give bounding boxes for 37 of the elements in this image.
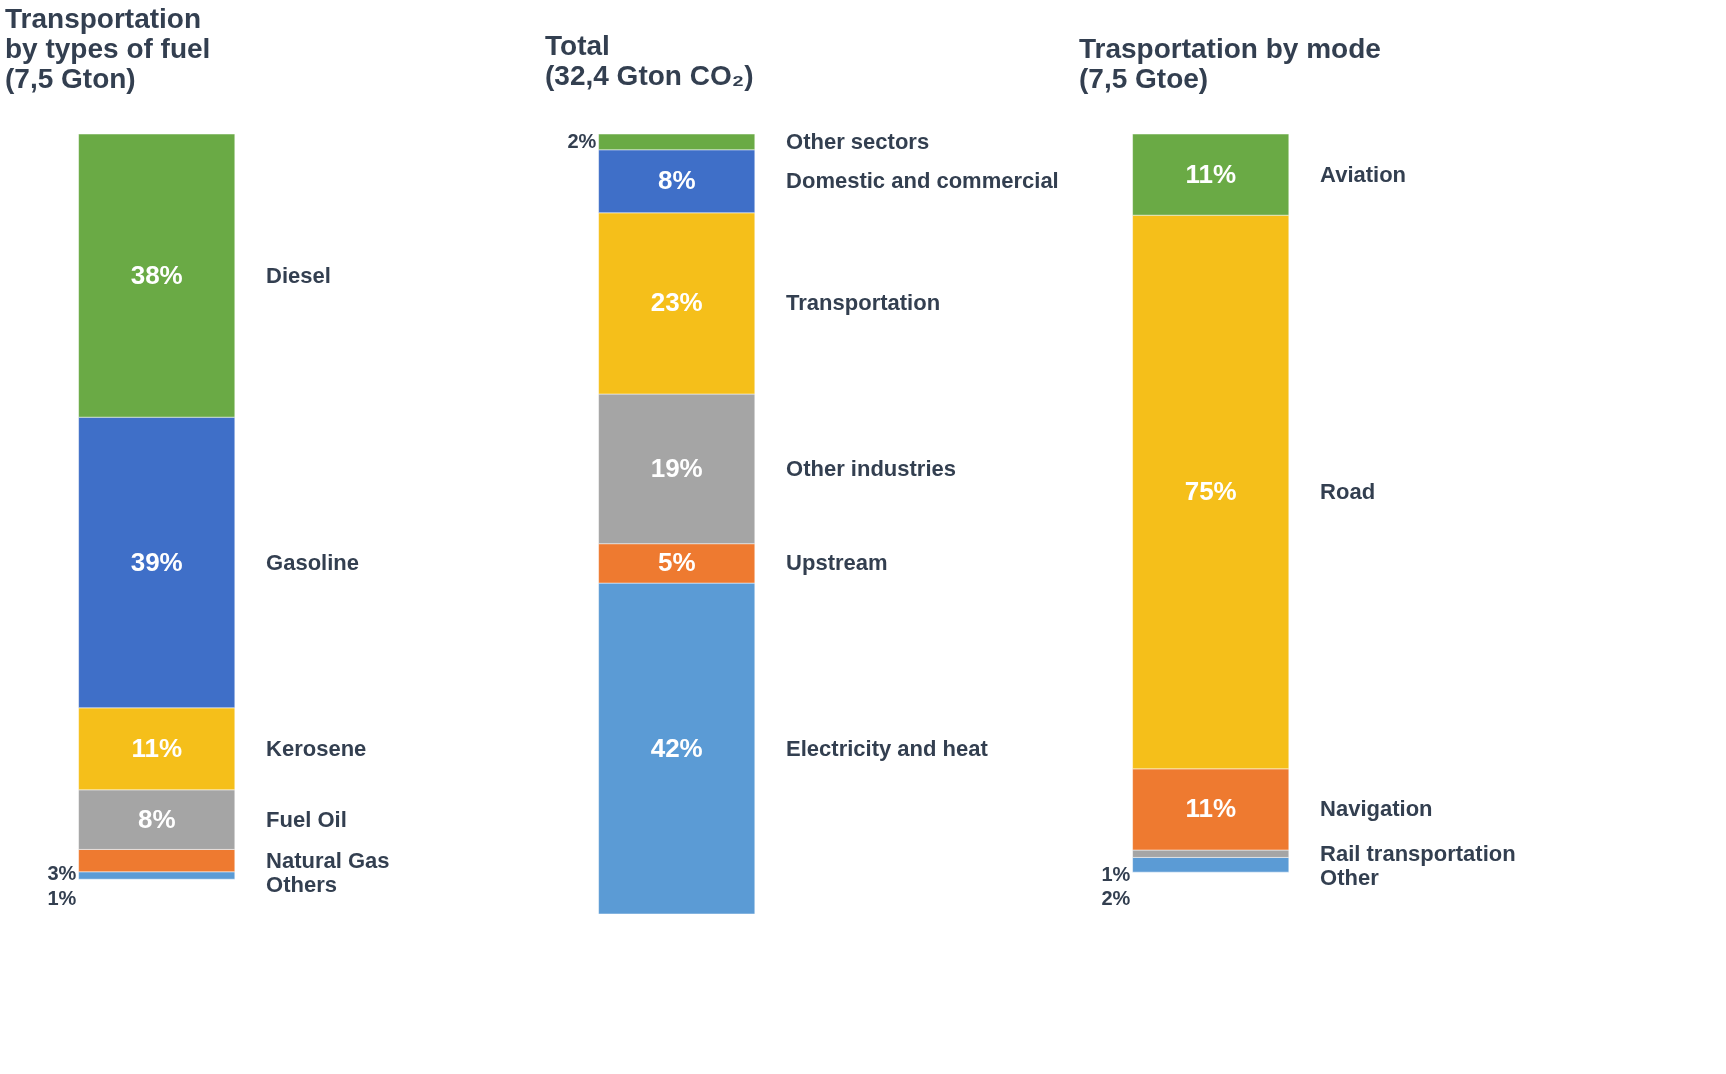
data-label: 11% <box>131 732 182 763</box>
series-label: Other industries <box>786 455 956 481</box>
series-label: Other <box>1320 865 1380 891</box>
series-label: Transportation <box>786 290 941 316</box>
series-label: Electricity and heat <box>786 735 989 761</box>
series-label: Natural Gas <box>266 847 390 873</box>
series-label: Other sectors <box>786 128 930 154</box>
data-label: 23% <box>650 287 703 318</box>
data-label: 19% <box>650 452 703 483</box>
data-label: 8% <box>137 803 176 834</box>
chart-title: Trasportation by mode (7,5 Gtoe) <box>1079 32 1381 94</box>
series-label: Kerosene <box>266 735 367 761</box>
chart-title: Transportation by types of fuel (7,5 Gton) <box>5 2 211 94</box>
data-label: 39% <box>130 546 183 577</box>
data-label: 1% <box>1101 862 1131 885</box>
series-label: Others <box>266 872 337 898</box>
data-label: 5% <box>657 547 696 578</box>
series-label: Gasoline <box>266 549 359 575</box>
data-label: 1% <box>47 887 77 910</box>
data-label: 2% <box>567 129 597 152</box>
series-label: Navigation <box>1320 796 1433 822</box>
data-label: 75% <box>1184 476 1237 507</box>
series-label: Road <box>1320 479 1376 505</box>
data-label: 3% <box>47 862 77 885</box>
data-label: 42% <box>650 732 703 763</box>
chart-title: Total (32,4 Gton CO₂) <box>545 29 754 91</box>
series-label: Upstream <box>786 550 888 576</box>
data-label: 11% <box>1185 158 1236 189</box>
series-label: Domestic and commercial <box>786 168 1059 194</box>
series-label: Fuel Oil <box>266 806 347 832</box>
data-label: 38% <box>130 259 183 290</box>
series-label: Rail transportation <box>1320 840 1516 866</box>
data-label: 11% <box>1185 793 1236 824</box>
series-label: Diesel <box>266 262 331 288</box>
data-label: 8% <box>657 165 696 196</box>
data-label: 2% <box>1101 887 1131 910</box>
series-label: Aviation <box>1320 161 1407 187</box>
